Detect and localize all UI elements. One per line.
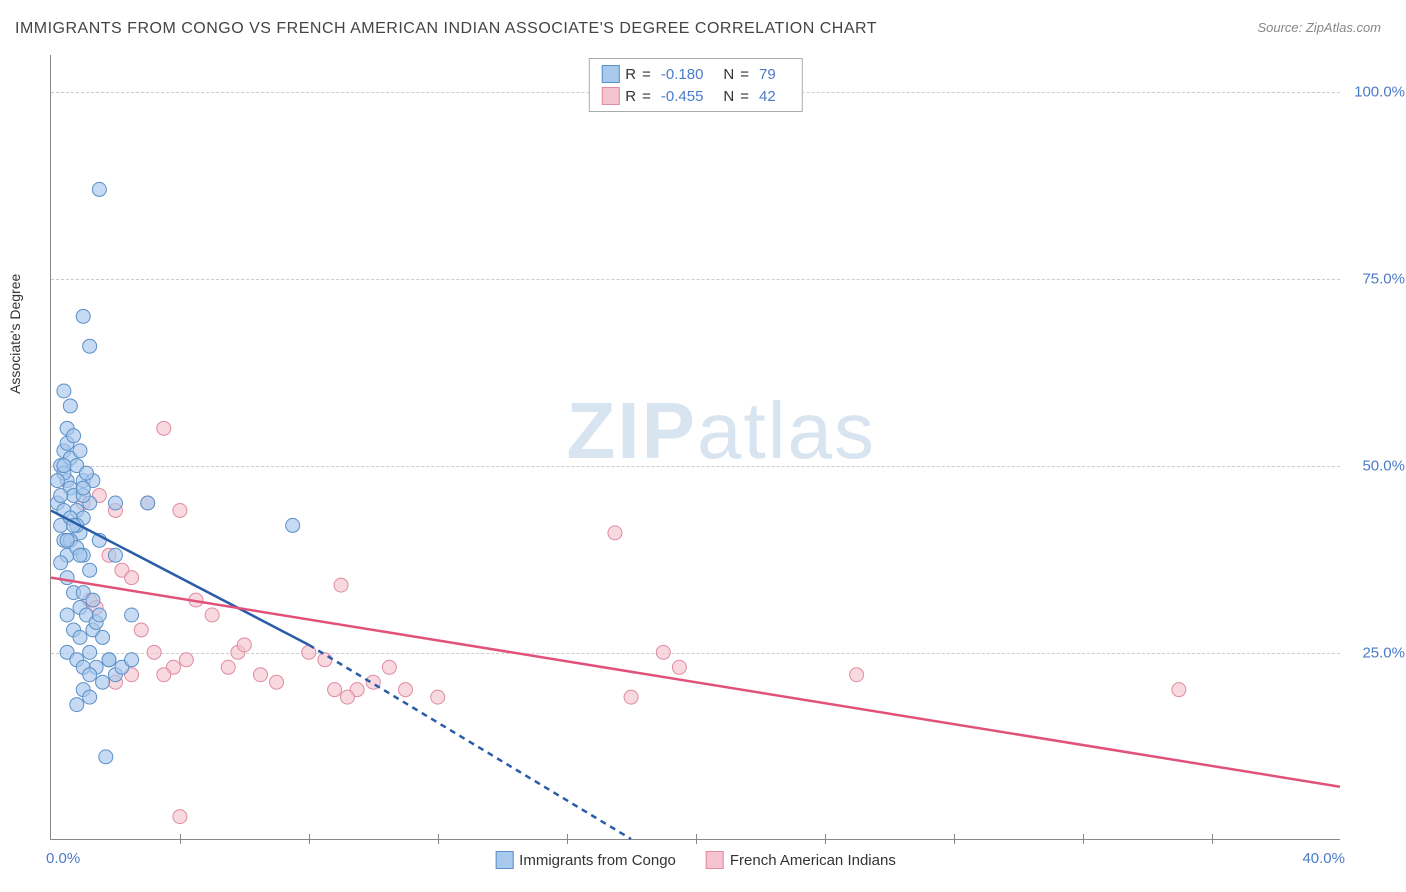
congo-point xyxy=(83,668,97,682)
congo-point xyxy=(125,608,139,622)
french-point xyxy=(340,690,354,704)
legend-label-french: French American Indians xyxy=(730,852,896,869)
congo-point xyxy=(70,698,84,712)
r-value-congo: -0.180 xyxy=(661,66,704,83)
french-point xyxy=(173,503,187,517)
congo-point xyxy=(83,645,97,659)
source-attribution: Source: ZipAtlas.com xyxy=(1257,20,1381,35)
y-tick-label: 25.0% xyxy=(1362,645,1405,662)
congo-point xyxy=(96,675,110,689)
congo-point xyxy=(102,653,116,667)
congo-point xyxy=(63,399,77,413)
congo-point xyxy=(76,481,90,495)
congo-point xyxy=(54,556,68,570)
n-value-congo: 79 xyxy=(759,66,776,83)
series-legend: Immigrants from Congo French American In… xyxy=(495,851,896,869)
legend-row-congo: R = -0.180 N = 79 xyxy=(601,63,789,85)
congo-point xyxy=(96,630,110,644)
eq-label: = xyxy=(642,66,651,83)
swatch-congo xyxy=(601,65,619,83)
french-point xyxy=(157,668,171,682)
r-label-2: R xyxy=(625,88,636,105)
french-point xyxy=(157,421,171,435)
congo-point xyxy=(92,182,106,196)
y-tick-label: 100.0% xyxy=(1354,84,1405,101)
french-point xyxy=(398,683,412,697)
congo-point xyxy=(73,630,87,644)
congo-point xyxy=(60,571,74,585)
french-point xyxy=(1172,683,1186,697)
congo-trend-dash xyxy=(309,645,631,839)
congo-point xyxy=(92,608,106,622)
congo-point xyxy=(79,466,93,480)
y-axis-title: Associate's Degree xyxy=(7,274,23,394)
french-point xyxy=(134,623,148,637)
congo-point xyxy=(86,593,100,607)
scatter-chart xyxy=(51,55,1340,839)
congo-point xyxy=(57,459,71,473)
x-axis-min-label: 0.0% xyxy=(46,850,80,867)
french-point xyxy=(608,526,622,540)
french-point xyxy=(253,668,267,682)
swatch-french-bottom xyxy=(706,851,724,869)
french-point xyxy=(328,683,342,697)
r-label: R xyxy=(625,66,636,83)
eq-label-2: = xyxy=(740,66,749,83)
congo-point xyxy=(99,750,113,764)
swatch-french xyxy=(601,87,619,105)
legend-label-congo: Immigrants from Congo xyxy=(519,852,676,869)
chart-title: IMMIGRANTS FROM CONGO VS FRENCH AMERICAN… xyxy=(15,20,877,38)
legend-item-french: French American Indians xyxy=(706,851,896,869)
eq-label-4: = xyxy=(740,88,749,105)
legend-row-french: R = -0.455 N = 42 xyxy=(601,85,789,107)
congo-point xyxy=(83,690,97,704)
french-point xyxy=(624,690,638,704)
r-value-french: -0.455 xyxy=(661,88,704,105)
congo-point xyxy=(73,548,87,562)
eq-label-3: = xyxy=(642,88,651,105)
congo-point xyxy=(286,518,300,532)
swatch-congo-bottom xyxy=(495,851,513,869)
congo-point xyxy=(108,548,122,562)
y-tick-label: 50.0% xyxy=(1362,458,1405,475)
congo-point xyxy=(60,608,74,622)
french-point xyxy=(672,660,686,674)
congo-point xyxy=(108,496,122,510)
french-point xyxy=(147,645,161,659)
congo-point xyxy=(73,444,87,458)
french-point xyxy=(179,653,193,667)
french-point xyxy=(237,638,251,652)
n-value-french: 42 xyxy=(759,88,776,105)
french-point xyxy=(431,690,445,704)
congo-point xyxy=(83,339,97,353)
y-tick-label: 75.0% xyxy=(1362,271,1405,288)
french-point xyxy=(850,668,864,682)
french-point xyxy=(382,660,396,674)
congo-point xyxy=(54,489,68,503)
french-point xyxy=(205,608,219,622)
congo-point xyxy=(57,384,71,398)
french-point xyxy=(221,660,235,674)
congo-point xyxy=(141,496,155,510)
french-point xyxy=(334,578,348,592)
french-point xyxy=(656,645,670,659)
congo-point xyxy=(60,533,74,547)
n-label: N xyxy=(723,66,734,83)
correlation-legend: R = -0.180 N = 79 R = -0.455 N = 42 xyxy=(588,58,802,112)
french-point xyxy=(270,675,284,689)
congo-point xyxy=(50,474,64,488)
french-point xyxy=(318,653,332,667)
congo-point xyxy=(67,429,81,443)
plot-area: ZIPatlas R = -0.180 N = 79 R = -0.455 N … xyxy=(50,55,1340,840)
legend-item-congo: Immigrants from Congo xyxy=(495,851,676,869)
n-label-2: N xyxy=(723,88,734,105)
french-trend-solid xyxy=(51,578,1340,787)
congo-point xyxy=(125,653,139,667)
french-point xyxy=(125,571,139,585)
congo-point xyxy=(83,563,97,577)
french-point xyxy=(173,810,187,824)
congo-point xyxy=(76,309,90,323)
x-axis-max-label: 40.0% xyxy=(1302,850,1345,867)
